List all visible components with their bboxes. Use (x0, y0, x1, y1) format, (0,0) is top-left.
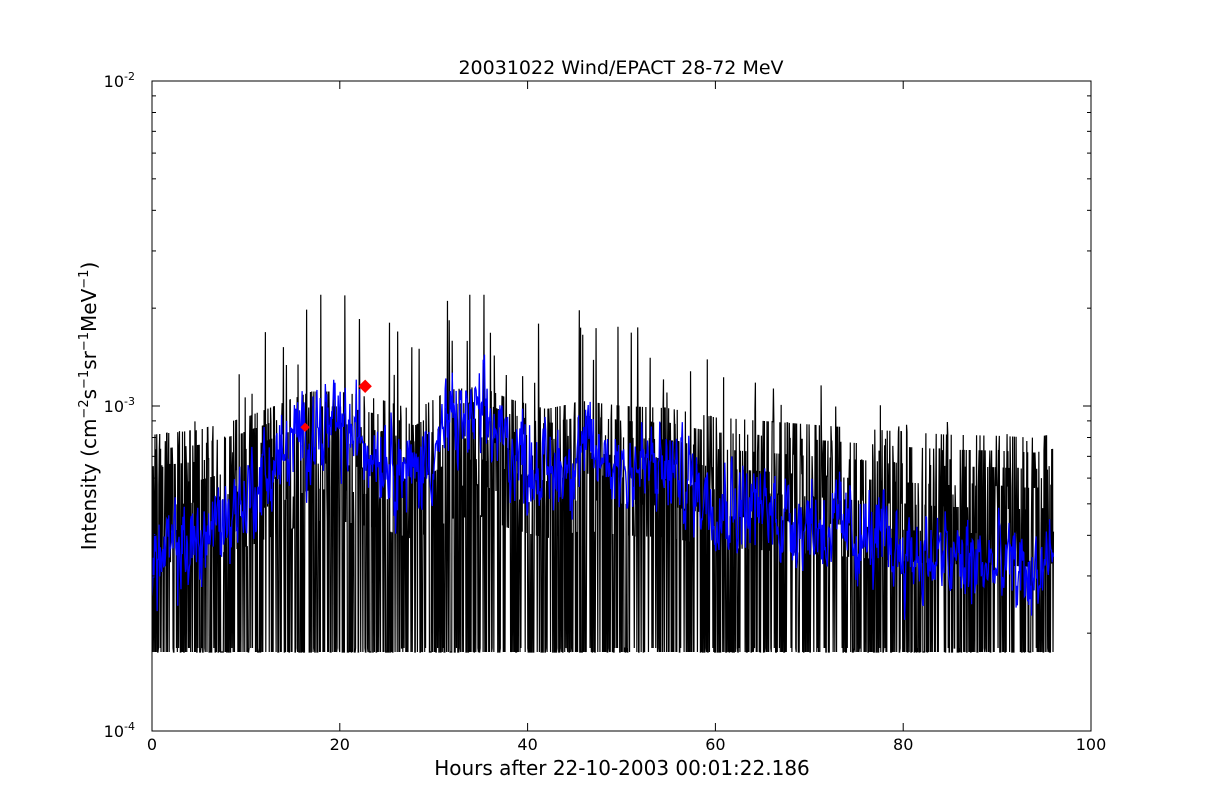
chart-title: 20031022 Wind/EPACT 28-72 MeV (458, 57, 783, 79)
y-tick-label: 10-3 (104, 395, 135, 416)
y-axis-label: Intensity (cm−2s−1sr−1MeV−1) (77, 262, 101, 551)
y-axis: 10-4 10-3 10-2 (104, 70, 1091, 741)
x-tick-label: 80 (893, 735, 913, 754)
x-tick-label: 20 (330, 735, 350, 754)
x-axis-label: Hours after 22-10-2003 00:01:22.186 (434, 756, 810, 780)
series-smoothed-intensity (152, 354, 1055, 620)
x-tick-label: 0 (147, 735, 157, 754)
y-tick-label: 10-4 (104, 720, 135, 741)
marker-1 (300, 422, 310, 432)
marker-2 (358, 379, 372, 393)
x-axis: 0 20 40 60 80 100 (147, 81, 1106, 754)
x-tick-label: 100 (1076, 735, 1107, 754)
y-tick-label: 10-2 (104, 70, 135, 91)
x-tick-label: 40 (517, 735, 537, 754)
x-tick-label: 60 (705, 735, 725, 754)
